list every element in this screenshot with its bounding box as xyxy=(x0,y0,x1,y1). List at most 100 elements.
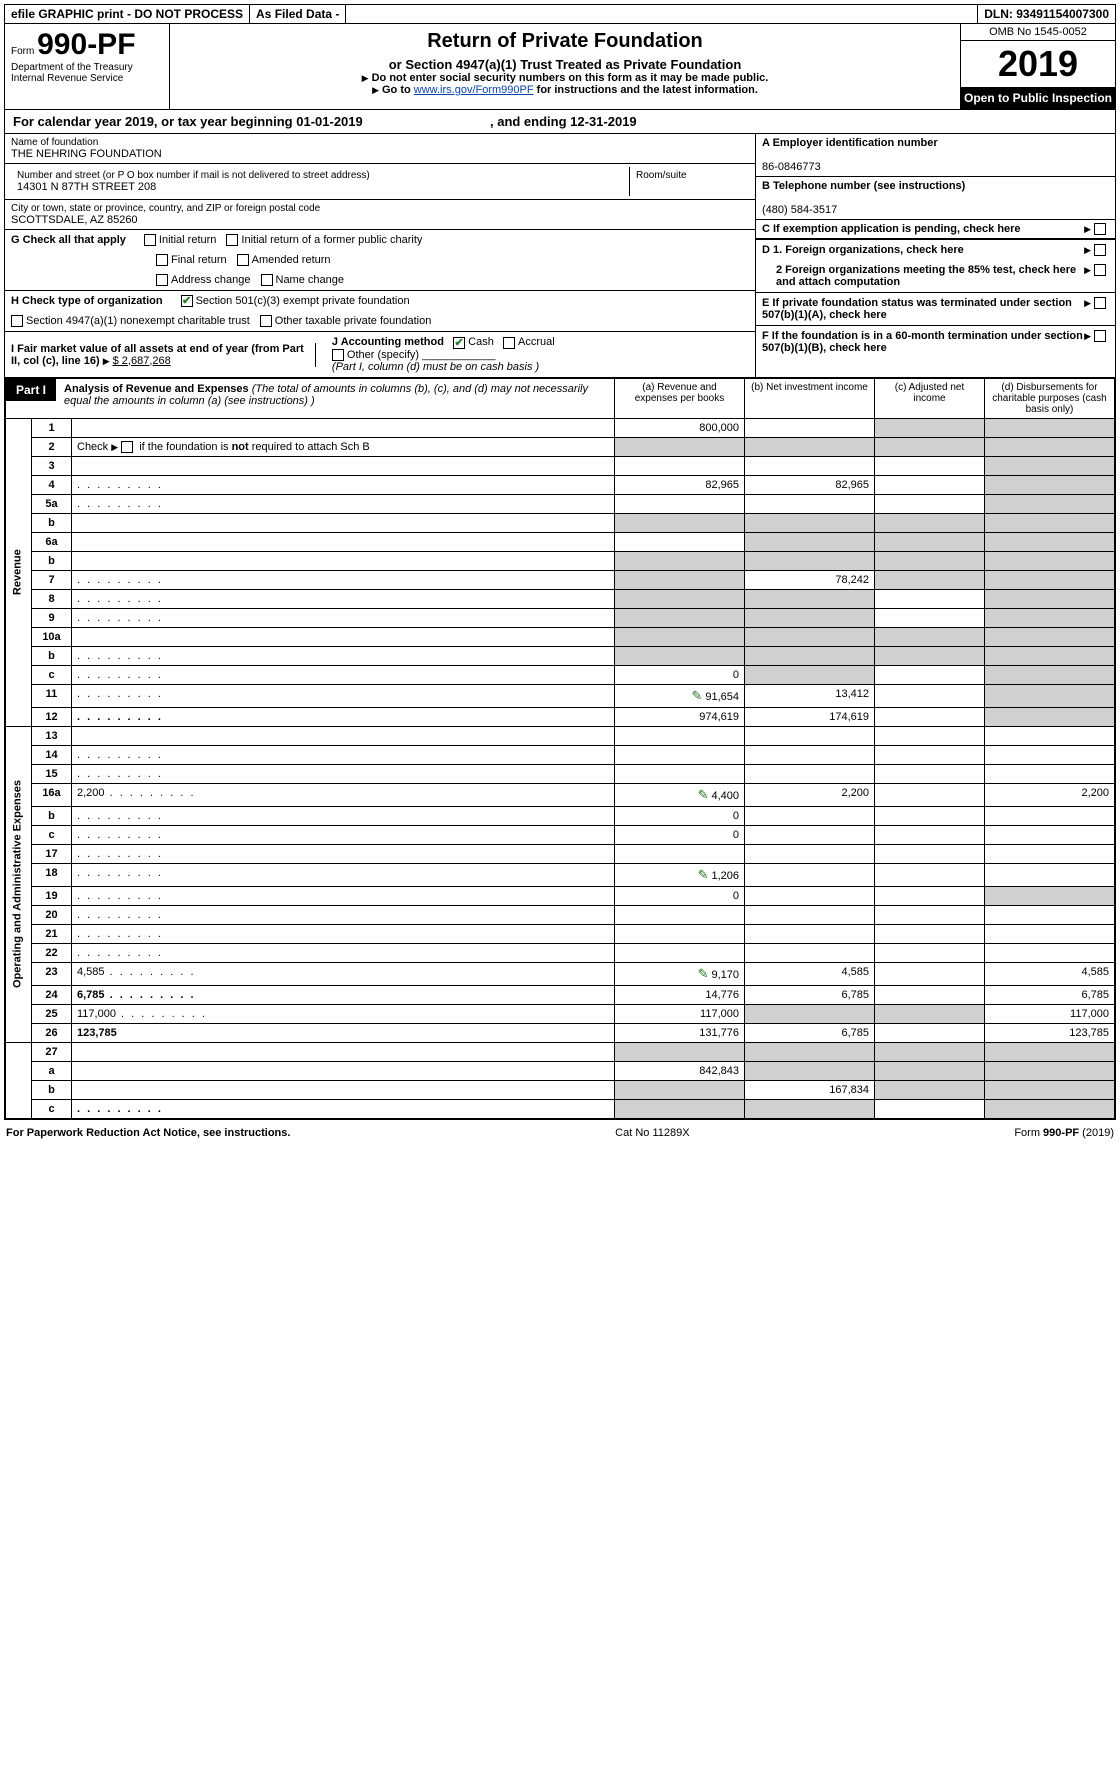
irs-link[interactable]: www.irs.gov/Form990PF xyxy=(414,84,534,96)
col-d-val xyxy=(985,707,1115,726)
col-c-val xyxy=(875,863,985,886)
col-a-val xyxy=(615,924,745,943)
footer-mid: Cat No 11289X xyxy=(615,1127,689,1139)
line-number: b xyxy=(32,1080,72,1099)
ij-row: I Fair market value of all assets at end… xyxy=(5,332,755,376)
checkbox-cash[interactable] xyxy=(453,337,465,349)
col-c-val xyxy=(875,418,985,437)
col-b-val xyxy=(745,1042,875,1061)
table-row: 8 xyxy=(6,589,1115,608)
side-label: Operating and Administrative Expenses xyxy=(6,726,32,1042)
col-b-val xyxy=(745,1061,875,1080)
col-c-val xyxy=(875,1080,985,1099)
line-number: 15 xyxy=(32,764,72,783)
line-desc xyxy=(72,863,615,886)
attachment-icon[interactable]: ✎ xyxy=(698,867,709,882)
col-d-val xyxy=(985,646,1115,665)
checkbox-name-change[interactable] xyxy=(261,274,273,286)
checkbox-e[interactable] xyxy=(1094,297,1106,309)
table-row: 16a2,200✎4,4002,2002,200 xyxy=(6,783,1115,806)
col-b-val xyxy=(745,456,875,475)
line-number: 24 xyxy=(32,985,72,1004)
col-b-val xyxy=(745,418,875,437)
checkbox-initial[interactable] xyxy=(144,234,156,246)
checkbox-other-taxable[interactable] xyxy=(260,315,272,327)
h-row: H Check type of organization Section 501… xyxy=(5,291,755,332)
checkbox-final[interactable] xyxy=(156,254,168,266)
col-c-header: (c) Adjusted net income xyxy=(875,378,985,418)
line-number: 8 xyxy=(32,589,72,608)
checkbox-f[interactable] xyxy=(1094,330,1106,342)
col-c-val xyxy=(875,475,985,494)
attachment-icon[interactable]: ✎ xyxy=(698,787,709,802)
line-number: 17 xyxy=(32,844,72,863)
line-desc xyxy=(72,494,615,513)
col-c-val xyxy=(875,551,985,570)
col-d-header: (d) Disbursements for charitable purpose… xyxy=(985,378,1115,418)
col-c-val xyxy=(875,962,985,985)
col-c-val xyxy=(875,1042,985,1061)
checkbox-addr-change[interactable] xyxy=(156,274,168,286)
checkbox-d1[interactable] xyxy=(1094,244,1106,256)
col-c-val xyxy=(875,1004,985,1023)
line-number: b xyxy=(32,646,72,665)
checkbox-d2[interactable] xyxy=(1094,264,1106,276)
col-a-val xyxy=(615,646,745,665)
col-d-val xyxy=(985,726,1115,745)
table-row: b0 xyxy=(6,806,1115,825)
checkbox-exemption[interactable] xyxy=(1094,223,1106,235)
col-a-val xyxy=(615,608,745,627)
attachment-icon[interactable]: ✎ xyxy=(691,688,702,703)
checkbox-accrual[interactable] xyxy=(503,337,515,349)
line-desc xyxy=(72,665,615,684)
checkbox-initial-former[interactable] xyxy=(226,234,238,246)
col-d-val xyxy=(985,551,1115,570)
side-label xyxy=(6,1042,32,1118)
line-number: a xyxy=(32,1061,72,1080)
line-number: 23 xyxy=(32,962,72,985)
checkbox-amended[interactable] xyxy=(237,254,249,266)
table-row: b xyxy=(6,513,1115,532)
checkbox-501c3[interactable] xyxy=(181,295,193,307)
line-desc: Check if the foundation is not required … xyxy=(72,437,615,456)
line-desc xyxy=(72,825,615,844)
table-row: b167,834 xyxy=(6,1080,1115,1099)
col-b-val: 82,965 xyxy=(745,475,875,494)
col-a-val xyxy=(615,551,745,570)
col-a-val xyxy=(615,437,745,456)
line-number: 26 xyxy=(32,1023,72,1042)
col-c-val xyxy=(875,532,985,551)
col-a-header: (a) Revenue and expenses per books xyxy=(615,378,745,418)
line-number: 4 xyxy=(32,475,72,494)
ein-cell: A Employer identification number 86-0846… xyxy=(756,134,1115,177)
table-row: 234,585✎9,1704,5854,585 xyxy=(6,962,1115,985)
line-desc xyxy=(72,844,615,863)
city-cell: City or town, state or province, country… xyxy=(5,200,755,230)
col-d-val xyxy=(985,456,1115,475)
form-id-box: Form 990-PF Department of the Treasury I… xyxy=(5,24,170,109)
year-box: OMB No 1545-0052 2019 Open to Public Ins… xyxy=(960,24,1115,109)
checkbox-other-method[interactable] xyxy=(332,349,344,361)
line-desc xyxy=(72,646,615,665)
line-number: 6a xyxy=(32,532,72,551)
line-desc: 6,785 xyxy=(72,985,615,1004)
title-box: Return of Private Foundation or Section … xyxy=(170,24,960,109)
col-b-val: 78,242 xyxy=(745,570,875,589)
col-c-val xyxy=(875,608,985,627)
table-row: 25117,000117,000117,000 xyxy=(6,1004,1115,1023)
table-row: b xyxy=(6,646,1115,665)
ssn-warning: Do not enter social security numbers on … xyxy=(180,72,950,84)
as-filed: As Filed Data - xyxy=(250,5,346,23)
info-right: A Employer identification number 86-0846… xyxy=(755,134,1115,377)
checkbox-4947[interactable] xyxy=(11,315,23,327)
form-number: 990-PF xyxy=(37,28,135,61)
line-desc xyxy=(72,513,615,532)
col-c-val xyxy=(875,646,985,665)
part1-desc: Analysis of Revenue and Expenses (The to… xyxy=(56,379,614,411)
col-b-val xyxy=(745,665,875,684)
col-d-val xyxy=(985,764,1115,783)
attachment-icon[interactable]: ✎ xyxy=(698,966,709,981)
col-b-val xyxy=(745,905,875,924)
line-desc xyxy=(72,726,615,745)
col-b-val: 2,200 xyxy=(745,783,875,806)
